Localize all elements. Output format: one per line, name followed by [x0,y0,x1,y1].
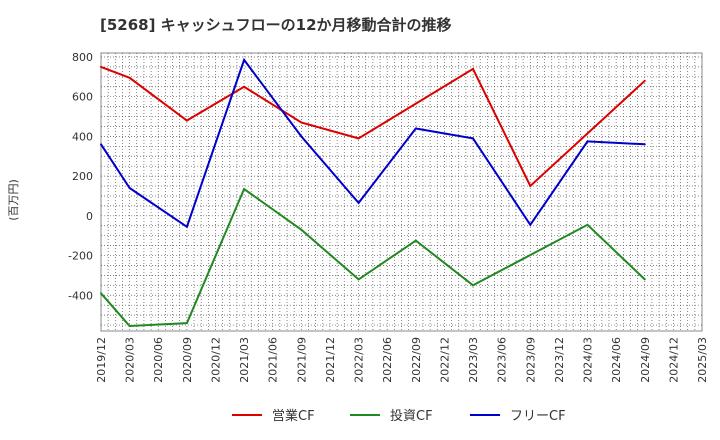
data-point [357,201,360,204]
legend-label: フリーCF [510,409,566,424]
data-point [300,121,303,124]
y-tick-label: -200 [68,250,93,263]
x-tick-label: 2023/06 [496,337,509,383]
x-tick-label: 2025/03 [696,337,709,383]
data-point [243,85,246,88]
y-tick-label: 600 [72,91,93,104]
data-point [128,76,131,79]
data-point [357,137,360,140]
y-tick-label: -400 [68,289,93,302]
legend-label: 投資CF [390,408,433,424]
chart-title: [5268] キャッシュフローの12か月移動合計の推移 [100,16,452,34]
data-point [185,322,188,325]
y-tick-label: 0 [86,210,93,223]
data-point [100,65,102,68]
x-tick-label: 2020/12 [209,337,222,383]
x-tick-label: 2022/12 [438,337,451,383]
x-tick-label: 2023/03 [467,337,480,383]
y-axis-label: (百万円) [7,179,20,221]
x-tick-label: 2024/06 [610,337,623,383]
data-point [643,79,646,82]
legend-label: 営業CF [272,408,315,424]
x-tick-label: 2021/12 [324,337,337,383]
x-tick-label: 2020/03 [124,337,137,383]
data-point [529,185,532,188]
x-tick-label: 2022/06 [381,337,394,383]
x-tick-label: 2022/09 [410,337,423,383]
data-point [586,223,589,226]
grid-layer [100,52,703,332]
data-point [414,239,417,242]
data-point [643,278,646,281]
data-point [128,325,131,328]
data-point [472,67,475,70]
x-tick-label: 2021/06 [267,337,280,383]
data-point [643,143,646,146]
data-point [357,278,360,281]
x-tick-label: 2024/03 [582,337,595,383]
data-point [128,187,131,190]
x-tick-label: 2020/09 [181,337,194,383]
series-layer [100,57,646,328]
x-tick-label: 2024/09 [639,337,652,383]
data-point [414,127,417,130]
x-tick-label: 2019/12 [95,337,108,383]
x-tick-label: 2020/06 [152,337,165,383]
x-tick-label: 2023/12 [553,337,566,383]
data-point [100,143,102,146]
x-tick-label: 2021/03 [238,337,251,383]
x-tick-label: 2024/12 [667,337,680,383]
x-tick-label: 2022/03 [353,337,366,383]
y-tick-label: 200 [72,170,93,183]
data-point [472,137,475,140]
legend-layer: 営業CF 投資CF フリーCF [232,408,566,424]
data-point [472,284,475,287]
data-point [300,135,303,138]
y-tick-label: 400 [72,130,93,143]
x-tick-label: 2023/09 [524,337,537,383]
data-point [100,292,102,295]
data-point [185,225,188,228]
y-tick-label: 800 [72,51,93,64]
data-point [243,58,246,61]
x-tick-label: 2021/09 [295,337,308,383]
data-point [185,119,188,122]
data-point [586,140,589,143]
series-line [100,187,646,328]
data-point [529,223,532,226]
data-point [243,188,246,191]
data-point [300,228,303,231]
axes-layer: 800 600 400 200 0 -200 -400 2019/12 2020/03 2020/… [68,51,709,383]
